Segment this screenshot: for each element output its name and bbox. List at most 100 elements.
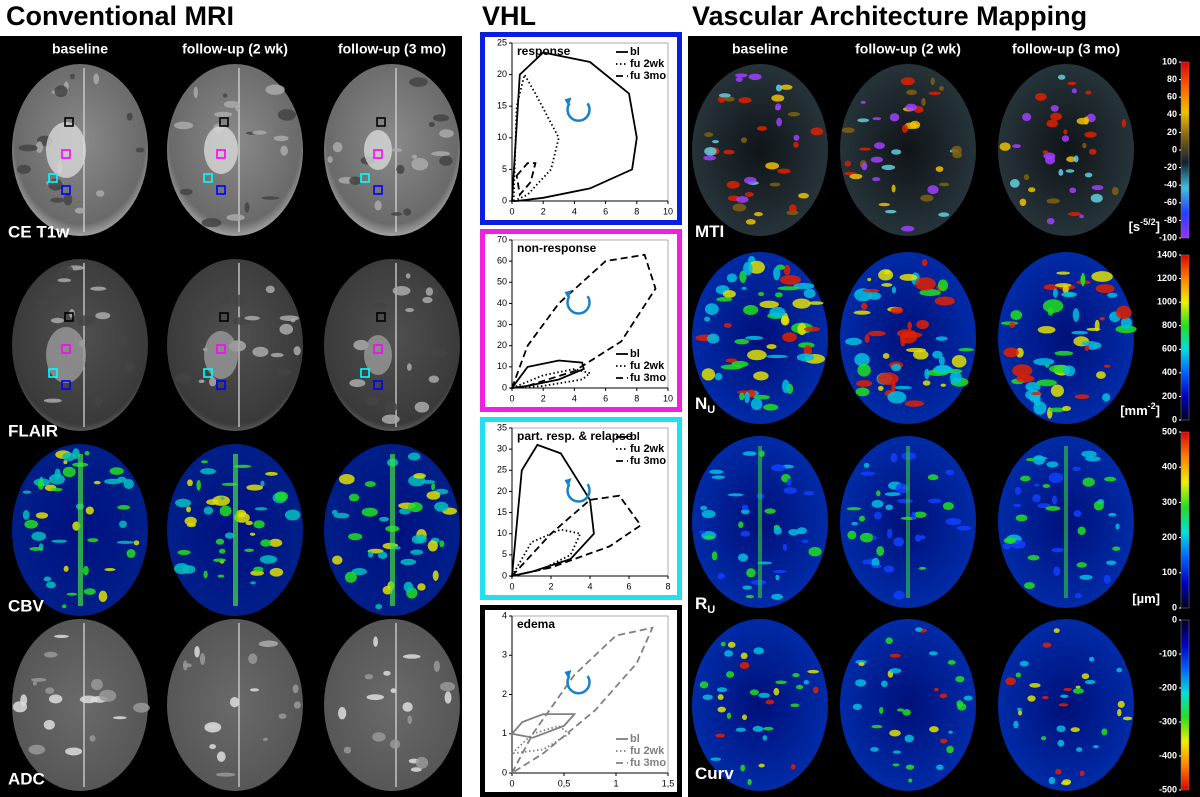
texture <box>1076 117 1089 125</box>
texture <box>1081 673 1090 680</box>
texture <box>1028 187 1036 193</box>
texture <box>759 300 779 309</box>
texture <box>66 592 78 596</box>
texture <box>929 726 939 733</box>
texture <box>384 400 398 413</box>
texture <box>740 652 748 660</box>
texture <box>293 346 301 356</box>
texture <box>742 451 757 456</box>
texture <box>1050 112 1062 121</box>
midline <box>1064 446 1068 598</box>
texture <box>261 196 280 200</box>
texture <box>1045 506 1061 511</box>
unit-end: ] <box>1156 219 1160 234</box>
texture <box>934 687 939 692</box>
colorbar <box>1180 254 1190 421</box>
texture <box>1027 554 1040 561</box>
texture <box>1053 566 1061 577</box>
texture <box>1043 284 1058 291</box>
texture <box>797 322 807 336</box>
texture <box>338 474 355 485</box>
texture <box>791 764 796 770</box>
label-main: R <box>695 594 707 613</box>
texture <box>844 160 851 167</box>
texture <box>1058 703 1069 707</box>
texture <box>1088 656 1095 662</box>
texture <box>213 558 227 563</box>
texture <box>776 117 782 127</box>
label-sub: U <box>707 604 715 616</box>
texture <box>31 531 47 541</box>
texture <box>174 373 192 384</box>
vhl-curve <box>512 72 560 203</box>
texture <box>958 347 975 352</box>
texture <box>279 323 294 335</box>
legend-label: bl <box>630 431 640 443</box>
texture <box>773 527 782 535</box>
texture <box>224 532 235 539</box>
x-tick-label: 0 <box>509 581 514 591</box>
vhl-curve <box>509 626 654 776</box>
texture <box>955 675 965 683</box>
texture <box>1085 456 1101 462</box>
texture <box>439 129 454 138</box>
texture <box>720 364 743 370</box>
texture <box>193 86 198 99</box>
texture <box>415 534 427 544</box>
unit-label: [s-5/2] <box>1129 217 1160 234</box>
texture <box>1058 169 1064 176</box>
texture <box>1041 736 1047 741</box>
texture <box>62 452 76 462</box>
texture <box>245 520 253 526</box>
texture <box>771 593 783 600</box>
y-tick-label: 5 <box>502 164 507 174</box>
texture <box>717 96 726 103</box>
texture <box>902 709 911 716</box>
texture <box>1117 708 1122 717</box>
texture <box>428 375 440 383</box>
texture <box>55 272 63 278</box>
midline <box>390 454 395 606</box>
x-tick-label: 4 <box>572 393 577 403</box>
texture <box>28 744 46 755</box>
texture <box>748 260 765 274</box>
y-tick-label: 60 <box>497 256 507 266</box>
texture <box>762 735 768 741</box>
colorbar-tick-label: 400 <box>1162 367 1177 377</box>
texture <box>1054 283 1072 288</box>
texture <box>428 122 435 128</box>
texture <box>717 706 727 713</box>
texture <box>32 681 38 686</box>
texture <box>1020 475 1031 482</box>
texture <box>1036 379 1058 387</box>
texture <box>723 323 732 328</box>
colorbar-tick-label: 80 <box>1167 74 1177 84</box>
texture <box>945 518 962 526</box>
texture <box>1074 394 1090 400</box>
texture <box>434 501 449 512</box>
texture <box>812 686 819 694</box>
x-tick-label: 4 <box>572 206 577 216</box>
texture <box>43 576 52 582</box>
texture <box>390 688 397 694</box>
texture <box>871 499 884 508</box>
texture <box>758 692 770 698</box>
roi-box <box>64 312 74 322</box>
texture <box>410 767 422 772</box>
plot-title: response <box>517 44 571 58</box>
roi-box <box>219 117 229 127</box>
texture <box>886 528 893 539</box>
texture <box>905 103 918 111</box>
texture <box>793 141 799 148</box>
texture <box>904 734 914 743</box>
texture <box>331 509 338 515</box>
texture <box>1023 582 1036 590</box>
texture <box>1094 319 1100 332</box>
texture <box>855 679 867 687</box>
midline <box>906 446 910 598</box>
x-tick-label: 10 <box>663 206 673 216</box>
texture <box>35 141 43 154</box>
brain-image <box>692 64 828 236</box>
label-main: Curv <box>695 764 734 783</box>
texture <box>796 353 815 362</box>
